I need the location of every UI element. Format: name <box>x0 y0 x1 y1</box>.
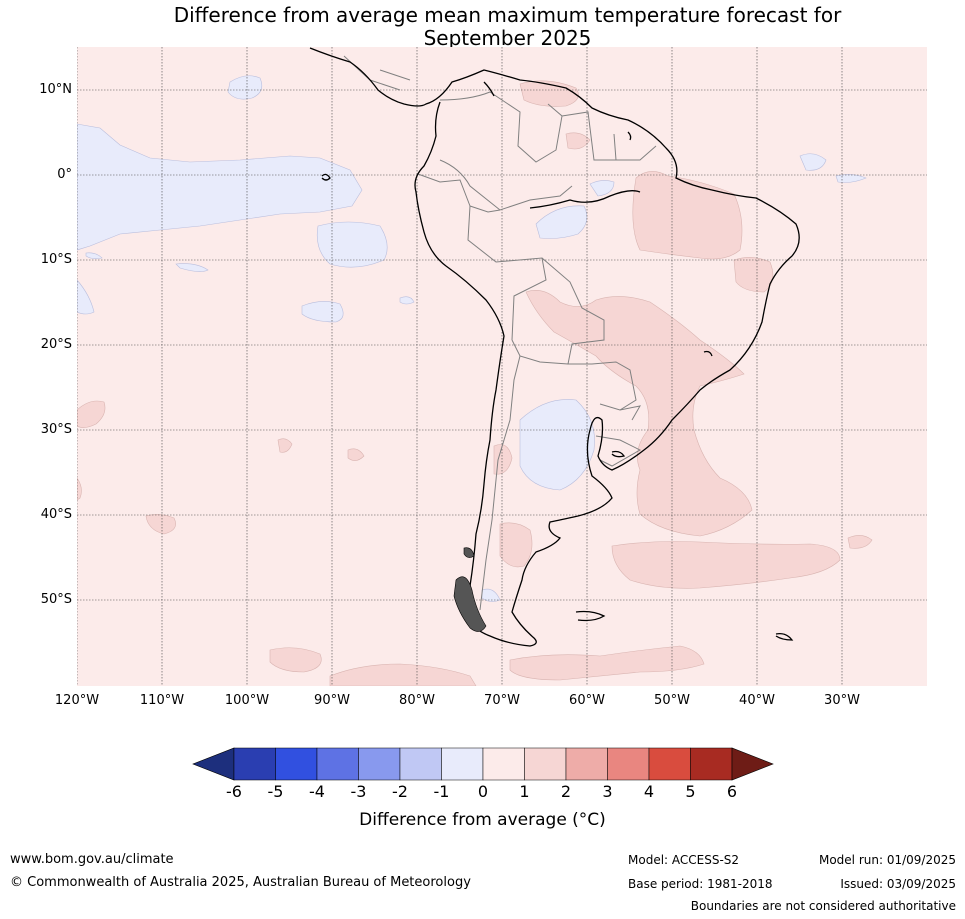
disclaimer-text: Boundaries are not considered authoritat… <box>690 899 956 913</box>
colorbar-tick: -6 <box>226 782 242 801</box>
forecast-map <box>77 47 927 686</box>
colorbar-cell <box>648 747 691 781</box>
lon-label-110w: 110°W <box>139 693 185 708</box>
title-line-2: September 2025 <box>423 26 592 50</box>
colorbar <box>192 747 774 781</box>
lat-label-10n: 10°N <box>39 82 72 97</box>
colorbar-cell <box>524 747 567 781</box>
map-title: Difference from average mean maximum tem… <box>0 4 965 50</box>
positive-anomaly-regions <box>77 80 873 686</box>
negative-anomaly-regions <box>77 75 867 602</box>
model-run-text: Model run: 01/09/2025 <box>818 853 956 867</box>
colorbar-tick: -3 <box>350 782 367 801</box>
coastlines <box>309 47 800 647</box>
colorbar-tick: 3 <box>602 782 613 801</box>
colorbar-under-arrow <box>192 747 235 781</box>
colorbar-tick: -5 <box>267 782 284 801</box>
colorbar-cell <box>358 747 401 781</box>
colorbar-tick: 0 <box>477 782 489 801</box>
lat-label-50s: 50°S <box>40 592 72 607</box>
colorbar-tick: 4 <box>643 782 655 801</box>
lon-label-30w: 30°W <box>824 693 860 708</box>
lon-label-50w: 50°W <box>654 693 690 708</box>
lat-label-20s: 20°S <box>40 337 72 352</box>
colorbar-cells <box>233 747 733 781</box>
colorbar-cell <box>607 747 650 781</box>
model-text: Model: ACCESS-S2 <box>628 853 740 867</box>
issued-text: Issued: 03/09/2025 <box>840 877 956 891</box>
colorbar-cell <box>565 747 608 781</box>
title-line-1: Difference from average mean maximum tem… <box>173 3 842 27</box>
lon-label-40w: 40°W <box>739 693 775 708</box>
colorbar-cell <box>233 747 276 781</box>
colorbar-cell <box>275 747 318 781</box>
lon-label-60w: 60°W <box>569 693 605 708</box>
colorbar-tick: 2 <box>560 782 572 801</box>
colorbar-cell <box>441 747 484 781</box>
lat-label-30s: 30°S <box>40 422 72 437</box>
website-text: www.bom.gov.au/climate <box>10 852 174 867</box>
colorbar-over-arrow <box>731 747 774 781</box>
colorbar-tick: 5 <box>685 782 696 801</box>
lat-label-0: 0° <box>57 167 72 182</box>
graticule <box>77 47 927 686</box>
lon-label-120w: 120°W <box>54 693 100 708</box>
colorbar-cell <box>399 747 442 781</box>
lon-label-80w: 80°W <box>399 693 435 708</box>
lon-label-100w: 100°W <box>224 693 270 708</box>
base-period-text: Base period: 1981-2018 <box>628 877 773 891</box>
lon-label-70w: 70°W <box>484 693 520 708</box>
colorbar-tick: -4 <box>309 782 325 801</box>
colorbar-cell <box>482 747 525 781</box>
lon-label-90w: 90°W <box>314 693 350 708</box>
chile-islands <box>453 547 487 632</box>
colorbar-tick: -1 <box>433 782 450 801</box>
colorbar-tick: 6 <box>726 782 738 801</box>
colorbar-tick: -2 <box>392 782 408 801</box>
copyright-text: © Commonwealth of Australia 2025, Austra… <box>10 875 471 890</box>
colorbar-label: Difference from average (°C) <box>359 810 606 830</box>
lat-label-40s: 40°S <box>40 507 72 522</box>
lat-label-10s: 10°S <box>40 252 72 267</box>
colorbar-cell <box>316 747 359 781</box>
colorbar-tick: 1 <box>519 782 530 801</box>
colorbar-cell <box>690 747 733 781</box>
